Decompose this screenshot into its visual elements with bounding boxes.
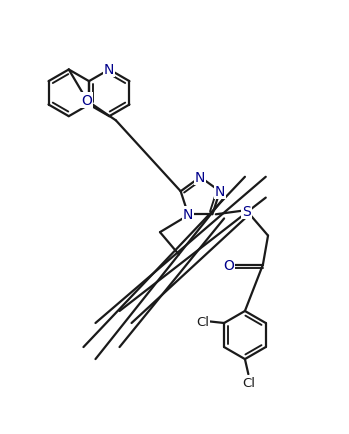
Text: O: O	[223, 258, 234, 272]
Text: S: S	[242, 204, 251, 218]
Text: N: N	[183, 208, 193, 222]
Text: Cl: Cl	[243, 376, 255, 389]
Text: N: N	[104, 63, 114, 77]
Text: N: N	[195, 171, 206, 184]
Text: O: O	[81, 93, 92, 108]
Text: Cl: Cl	[196, 315, 209, 328]
Text: N: N	[215, 185, 225, 199]
